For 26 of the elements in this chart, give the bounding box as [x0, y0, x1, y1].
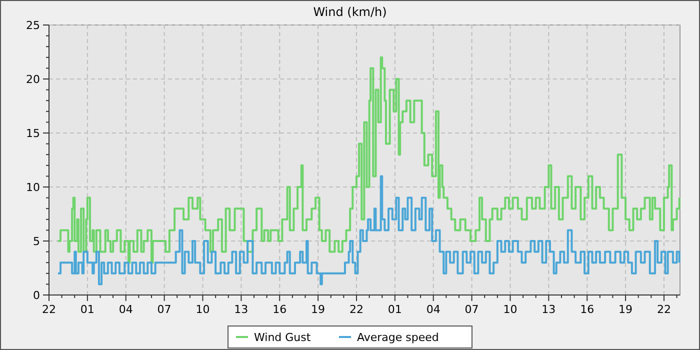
x-tick-label: 01	[388, 303, 402, 316]
x-tick-label: 10	[503, 303, 518, 316]
x-tick-label: 01	[80, 303, 94, 316]
x-tick-label: 04	[118, 303, 133, 316]
x-tick-label: 13	[542, 303, 556, 316]
x-tick-label: 13	[234, 303, 248, 316]
x-tick-label: 04	[426, 303, 440, 316]
x-tick-label: 22	[42, 303, 56, 316]
legend-label: Average speed	[357, 331, 439, 344]
y-tick-label: 0	[33, 289, 40, 302]
y-tick-label: 20	[26, 73, 40, 86]
x-tick-label: 22	[656, 303, 671, 316]
y-tick-label: 25	[26, 19, 40, 32]
x-tick-label: 19	[311, 303, 326, 316]
x-tick-label: 10	[196, 303, 210, 316]
x-tick-label: 07	[157, 303, 172, 316]
y-tick-label: 15	[26, 127, 40, 140]
y-tick-label: 10	[26, 181, 40, 194]
x-tick-label: 22	[349, 303, 364, 316]
x-tick-label: 16	[580, 303, 594, 316]
y-tick-label: 5	[33, 235, 40, 248]
legend-label: Wind Gust	[254, 331, 312, 344]
chart-title: Wind (km/h)	[313, 5, 387, 19]
x-tick-label: 07	[464, 303, 479, 316]
x-tick-label: 19	[618, 303, 633, 316]
x-tick-label: 16	[272, 303, 287, 316]
